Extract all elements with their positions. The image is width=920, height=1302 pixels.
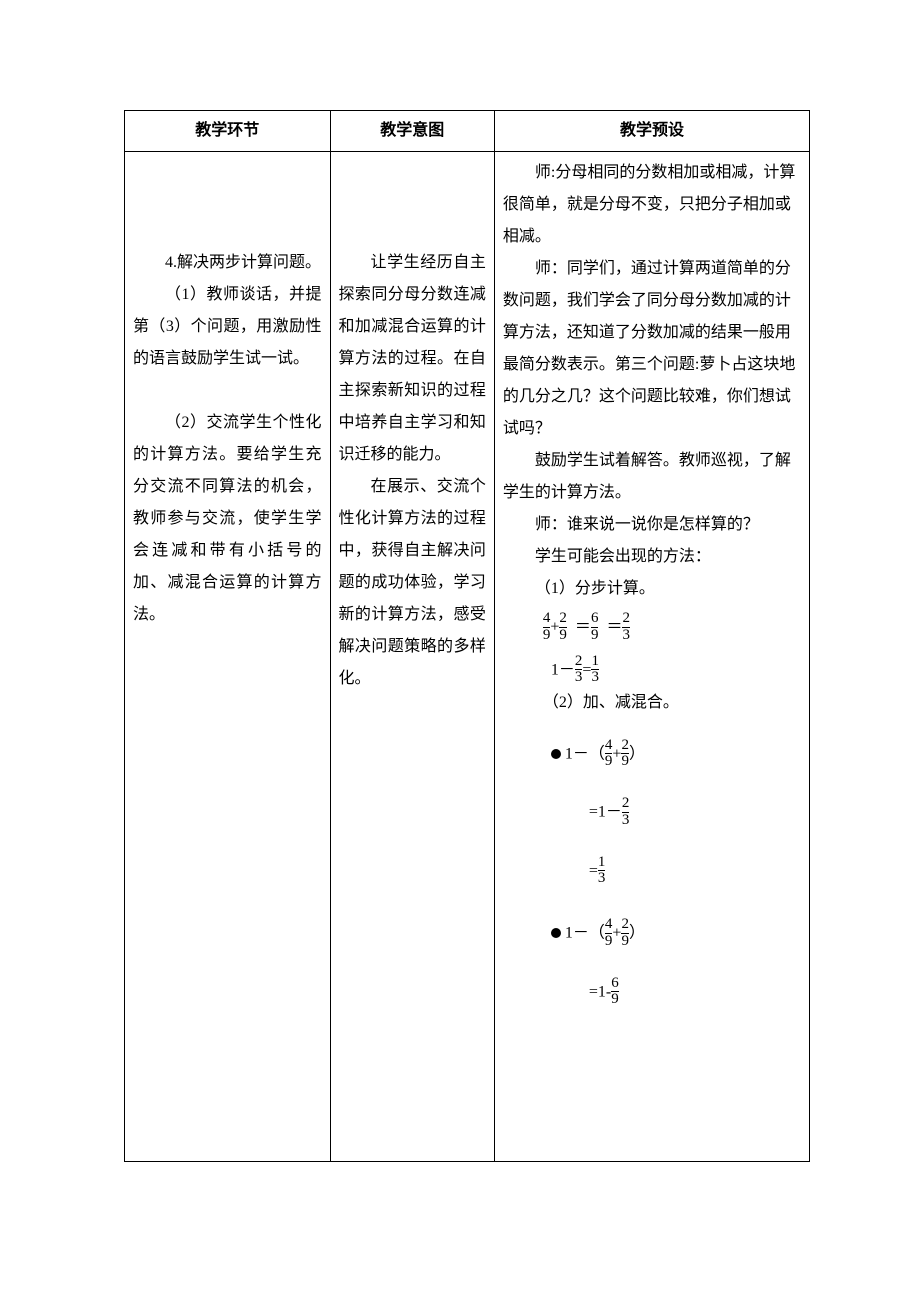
op-equals: =	[582, 661, 591, 678]
equation-step1a: 49+29 ＝69 ＝23	[543, 611, 801, 644]
equation-group1-line3: =13	[589, 855, 801, 888]
equation-group1-line1: 1－（49+29）	[551, 738, 801, 771]
frac-den: 9	[611, 991, 619, 1008]
c2-p1: 让学生经历自主探索同分母分数连减和加减混合运算的计算方法的过程。在自主探索新知识…	[339, 247, 486, 471]
frac-num: 2	[622, 611, 630, 627]
frac-den: 3	[598, 870, 606, 887]
cell-teaching-intent: 让学生经历自主探索同分母分数连减和加减混合运算的计算方法的过程。在自主探索新知识…	[330, 152, 494, 1162]
c3-p0: 师:分母相同的分数相加或相减，计算很简单，就是分母不变，只把分子相加或相减。	[503, 157, 801, 253]
frac-den: 9	[559, 627, 567, 644]
frac-den: 9	[591, 627, 599, 644]
header-col3: 教学预设	[494, 111, 809, 152]
frac-num: 2	[559, 611, 567, 627]
c3-p5: （1）分步计算。	[503, 573, 801, 605]
frac-den: 9	[621, 753, 629, 770]
method2-label: （2）加、减混合。	[543, 690, 801, 716]
cell-teaching-preset: 师:分母相同的分数相加或相减，计算很简单，就是分母不变，只把分子相加或相减。 师…	[494, 152, 809, 1162]
lesson-plan-table: 教学环节 教学意图 教学预设 4.解决两步计算问题。 （1）教师谈话，并提第（3…	[124, 110, 810, 1162]
c3-p1: 师：同学们，通过计算两道简单的分数问题，我们学会了同分母分数加减的计算方法，还知…	[503, 253, 801, 445]
c2-p2: 在展示、交流个性化计算方法的过程中，获得自主解决问题的成功体验，学习新的计算方法…	[339, 471, 486, 695]
document-page: 教学环节 教学意图 教学预设 4.解决两步计算问题。 （1）教师谈话，并提第（3…	[0, 0, 920, 1262]
frac-num: 6	[591, 611, 599, 627]
table-header-row: 教学环节 教学意图 教学预设	[125, 111, 810, 152]
frac-num: 6	[611, 976, 619, 992]
eq-text: =1－	[589, 803, 622, 820]
eq-text: =1-	[589, 983, 611, 1000]
spacer	[133, 375, 322, 407]
header-col2: 教学意图	[330, 111, 494, 152]
eq-text: ）	[629, 924, 645, 941]
eq-text: 1－（	[565, 924, 605, 941]
frac-num: 1	[591, 654, 599, 670]
c3-p4: 学生可能会出现的方法：	[503, 541, 801, 573]
frac-num: 1	[598, 855, 606, 871]
op-plus: +	[612, 745, 621, 762]
frac-den: 3	[622, 627, 630, 644]
eq-lead: 1－	[551, 661, 575, 678]
frac-num: 2	[622, 796, 630, 812]
bullet-icon	[551, 749, 561, 759]
equation-group2-line2: =1-69	[589, 976, 801, 1009]
eq-text: 1－（	[565, 745, 605, 762]
op-equals: ＝	[575, 618, 591, 635]
op-plus: +	[612, 924, 621, 941]
c1-p1: 4.解决两步计算问题。	[133, 247, 322, 279]
equation-group1-line2: =1－23	[589, 796, 801, 829]
frac-num: 2	[621, 917, 629, 933]
table-body-row: 4.解决两步计算问题。 （1）教师谈话，并提第（3）个问题，用激励性的语言鼓励学…	[125, 152, 810, 1162]
c1-p3: （2）交流学生个性化的计算方法。要给学生充分交流不同算法的机会，教师参与交流，使…	[133, 407, 322, 631]
spacer	[339, 157, 486, 247]
spacer	[133, 157, 322, 247]
bullet-icon	[551, 928, 561, 938]
frac-den: 3	[591, 669, 599, 686]
frac-den: 3	[622, 812, 630, 829]
c1-p2: （1）教师谈话，并提第（3）个问题，用激励性的语言鼓励学生试一试。	[133, 279, 322, 375]
c3-p2: 鼓励学生试着解答。教师巡视，了解学生的计算方法。	[503, 445, 801, 509]
frac-num: 2	[621, 738, 629, 754]
equation-step1b: 1－23=13	[551, 654, 801, 687]
equation-group2-line1: 1－（49+29）	[551, 917, 801, 950]
header-col1: 教学环节	[125, 111, 331, 152]
cell-teaching-steps: 4.解决两步计算问题。 （1）教师谈话，并提第（3）个问题，用激励性的语言鼓励学…	[125, 152, 331, 1162]
frac-den: 9	[621, 933, 629, 950]
op-equals: ＝	[606, 618, 622, 635]
eq-text: ）	[629, 745, 645, 762]
op-equals: =	[589, 862, 598, 879]
op-plus: +	[550, 618, 559, 635]
c3-p3: 师：谁来说一说你是怎样算的？	[503, 509, 801, 541]
